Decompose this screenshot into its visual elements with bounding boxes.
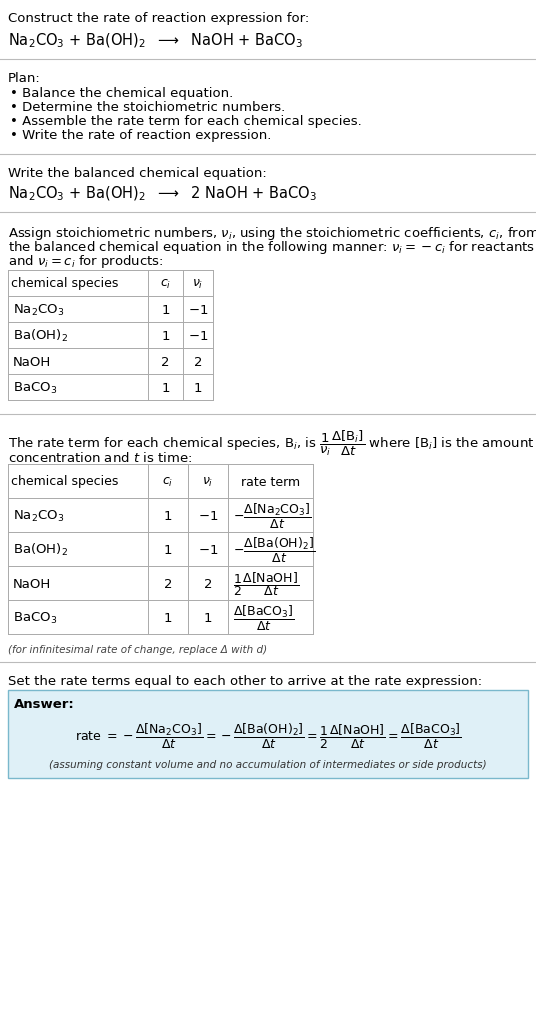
Text: Plan:: Plan: — [8, 72, 41, 85]
Text: 1: 1 — [204, 611, 212, 624]
Text: (assuming constant volume and no accumulation of intermediates or side products): (assuming constant volume and no accumul… — [49, 759, 487, 769]
Text: • Balance the chemical equation.: • Balance the chemical equation. — [10, 87, 233, 100]
Text: The rate term for each chemical species, B$_i$, is $\dfrac{1}{\nu_i}\dfrac{\Delt: The rate term for each chemical species,… — [8, 429, 534, 458]
Text: 1: 1 — [161, 329, 170, 342]
Text: 2: 2 — [161, 356, 170, 368]
Text: chemical species: chemical species — [11, 475, 118, 488]
Text: 1: 1 — [161, 304, 170, 316]
Text: Write the balanced chemical equation:: Write the balanced chemical equation: — [8, 167, 267, 179]
Text: Answer:: Answer: — [14, 697, 75, 710]
Text: Construct the rate of reaction expression for:: Construct the rate of reaction expressio… — [8, 12, 309, 25]
Text: rate $= -\dfrac{\Delta[\mathrm{Na_2CO_3}]}{\Delta t} = -\dfrac{\Delta[\mathrm{Ba: rate $= -\dfrac{\Delta[\mathrm{Na_2CO_3}… — [75, 720, 461, 750]
Text: BaCO$_3$: BaCO$_3$ — [13, 609, 57, 625]
Text: Na$_2$CO$_3$ + Ba(OH)$_2$  $\longrightarrow$  2 NaOH + BaCO$_3$: Na$_2$CO$_3$ + Ba(OH)$_2$ $\longrightarr… — [8, 184, 317, 203]
FancyBboxPatch shape — [8, 690, 528, 779]
Text: $\nu_i$: $\nu_i$ — [202, 475, 214, 488]
Text: $-$1: $-$1 — [188, 304, 208, 316]
Text: 2: 2 — [204, 577, 212, 590]
Text: Na$_2$CO$_3$ + Ba(OH)$_2$  $\longrightarrow$  NaOH + BaCO$_3$: Na$_2$CO$_3$ + Ba(OH)$_2$ $\longrightarr… — [8, 32, 303, 50]
Text: Ba(OH)$_2$: Ba(OH)$_2$ — [13, 328, 68, 343]
Text: $c_i$: $c_i$ — [160, 277, 171, 290]
Text: (for infinitesimal rate of change, replace Δ with d): (for infinitesimal rate of change, repla… — [8, 644, 267, 654]
Text: 2: 2 — [193, 356, 202, 368]
Text: rate term: rate term — [241, 475, 300, 488]
Text: the balanced chemical equation in the following manner: $\nu_i = -c_i$ for react: the balanced chemical equation in the fo… — [8, 238, 535, 256]
Text: 1: 1 — [164, 611, 172, 624]
Text: 1: 1 — [164, 510, 172, 522]
Text: 1: 1 — [161, 381, 170, 394]
Text: $\dfrac{\Delta[\mathrm{BaCO_3}]}{\Delta t}$: $\dfrac{\Delta[\mathrm{BaCO_3}]}{\Delta … — [233, 603, 294, 632]
Text: • Write the rate of reaction expression.: • Write the rate of reaction expression. — [10, 128, 271, 142]
Text: • Assemble the rate term for each chemical species.: • Assemble the rate term for each chemic… — [10, 115, 362, 127]
Text: Na$_2$CO$_3$: Na$_2$CO$_3$ — [13, 303, 64, 317]
Text: NaOH: NaOH — [13, 577, 51, 590]
Text: $\nu_i$: $\nu_i$ — [192, 277, 204, 290]
Text: NaOH: NaOH — [13, 356, 51, 368]
Text: concentration and $t$ is time:: concentration and $t$ is time: — [8, 450, 192, 465]
Text: Assign stoichiometric numbers, $\nu_i$, using the stoichiometric coefficients, $: Assign stoichiometric numbers, $\nu_i$, … — [8, 225, 536, 242]
Text: BaCO$_3$: BaCO$_3$ — [13, 380, 57, 395]
Text: $-\dfrac{\Delta[\mathrm{Ba(OH)_2}]}{\Delta t}$: $-\dfrac{\Delta[\mathrm{Ba(OH)_2}]}{\Del… — [233, 535, 315, 564]
Text: 1: 1 — [193, 381, 202, 394]
Text: $\dfrac{1}{2}\dfrac{\Delta[\mathrm{NaOH}]}{\Delta t}$: $\dfrac{1}{2}\dfrac{\Delta[\mathrm{NaOH}… — [233, 570, 299, 597]
Text: 2: 2 — [164, 577, 172, 590]
Text: $c_i$: $c_i$ — [162, 475, 174, 488]
Text: $-\dfrac{\Delta[\mathrm{Na_2CO_3}]}{\Delta t}$: $-\dfrac{\Delta[\mathrm{Na_2CO_3}]}{\Del… — [233, 501, 311, 530]
Text: $-$1: $-$1 — [188, 329, 208, 342]
Text: Ba(OH)$_2$: Ba(OH)$_2$ — [13, 541, 68, 557]
Text: • Determine the stoichiometric numbers.: • Determine the stoichiometric numbers. — [10, 101, 285, 114]
Text: Na$_2$CO$_3$: Na$_2$CO$_3$ — [13, 507, 64, 523]
Text: Set the rate terms equal to each other to arrive at the rate expression:: Set the rate terms equal to each other t… — [8, 675, 482, 688]
Text: $-$1: $-$1 — [198, 510, 218, 522]
Text: 1: 1 — [164, 543, 172, 556]
Text: and $\nu_i = c_i$ for products:: and $\nu_i = c_i$ for products: — [8, 253, 163, 270]
Text: $-$1: $-$1 — [198, 543, 218, 556]
Text: chemical species: chemical species — [11, 277, 118, 290]
